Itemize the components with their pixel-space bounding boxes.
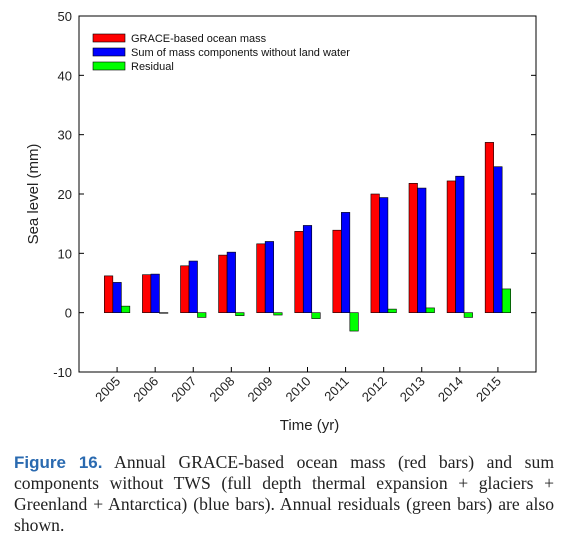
caption-label: Figure 16. xyxy=(14,453,103,472)
bar-sum-2010 xyxy=(302,225,313,313)
x-tick-label: 2007 xyxy=(168,374,199,405)
y-tick-label: 20 xyxy=(58,187,72,202)
bar-grace-2006 xyxy=(142,274,152,313)
legend-label: Residual xyxy=(131,61,174,73)
bar-grace-2008 xyxy=(218,254,228,313)
bar-sum-2013 xyxy=(417,187,427,313)
x-tick-label: 2014 xyxy=(435,374,466,405)
bar-sum-2012 xyxy=(379,197,389,313)
bar-sum-2005 xyxy=(112,282,122,313)
caption-text: Annual GRACE-based ocean mass (red bars)… xyxy=(14,452,554,535)
legend-swatch xyxy=(92,33,126,43)
bar-residual-2010 xyxy=(311,312,321,319)
bar-grace-2013 xyxy=(408,183,418,313)
bar-sum-2014 xyxy=(455,175,465,313)
bar-sum-2007 xyxy=(188,260,198,313)
bar-residual-2014 xyxy=(463,312,473,318)
legend-label: Sum of mass components without land wate… xyxy=(131,47,350,59)
legend-label: GRACE-based ocean mass xyxy=(131,33,267,45)
bar-grace-2011 xyxy=(332,229,342,313)
bar-sum-2011 xyxy=(341,212,351,313)
x-tick-label: 2013 xyxy=(397,374,428,405)
bar-grace-2014 xyxy=(446,180,456,313)
bar-grace-2015 xyxy=(484,142,494,313)
y-axis-label: Sea level (mm) xyxy=(25,144,42,245)
y-tick-label: 40 xyxy=(58,68,72,83)
y-tick-label: 30 xyxy=(58,128,72,143)
x-tick-label: 2005 xyxy=(92,374,123,405)
x-tick-label: 2011 xyxy=(321,374,351,404)
bar-residual-2005 xyxy=(121,305,131,313)
x-tick-label: 2009 xyxy=(244,374,275,405)
y-tick-label: 50 xyxy=(58,9,72,24)
x-tick-label: 2010 xyxy=(283,374,314,405)
x-tick-label: 2015 xyxy=(473,374,504,405)
x-axis-ticks: 2005 2006 2007 2008 2009 2010 2011 2012 2013 2014… xyxy=(92,367,504,405)
bar-residual-2011 xyxy=(349,312,359,332)
bar-grace-2007 xyxy=(180,265,190,313)
bar-sum-2006 xyxy=(150,273,160,313)
bar-residual-2015 xyxy=(501,288,511,313)
bar-grace-2009 xyxy=(256,243,266,313)
y-tick-label: 0 xyxy=(65,306,72,321)
x-tick-label: 2008 xyxy=(206,374,237,405)
legend-swatch xyxy=(92,47,126,57)
bar-grace-2005 xyxy=(104,275,114,313)
bar-residual-2007 xyxy=(197,312,207,318)
y-tick-label: 10 xyxy=(58,246,72,261)
y-tick-label: -10 xyxy=(53,365,72,380)
bar-sum-2009 xyxy=(264,241,274,313)
x-tick-label: 2012 xyxy=(359,374,390,405)
legend: GRACE-based ocean mass Sum of mass compon… xyxy=(92,33,350,73)
bar-residual-2012 xyxy=(387,308,397,313)
x-tick-label: 2006 xyxy=(130,374,161,405)
bar-grace-2010 xyxy=(294,231,304,313)
bars-group xyxy=(104,142,511,332)
bar-grace-2012 xyxy=(370,193,380,313)
bar-residual-2009 xyxy=(273,312,283,316)
bar-sum-2015 xyxy=(493,166,503,313)
bar-residual-2008 xyxy=(235,312,245,316)
bar-residual-2006 xyxy=(159,312,169,314)
bar-sum-2008 xyxy=(226,251,236,313)
legend-swatch xyxy=(92,61,126,71)
figure-caption: Figure 16. Annual GRACE-based ocean mass… xyxy=(14,452,554,536)
y-axis-ticks: -10 0 10 20 30 40 50 xyxy=(53,9,536,380)
bar-residual-2013 xyxy=(425,307,435,313)
x-axis-label: Time (yr) xyxy=(280,417,339,434)
